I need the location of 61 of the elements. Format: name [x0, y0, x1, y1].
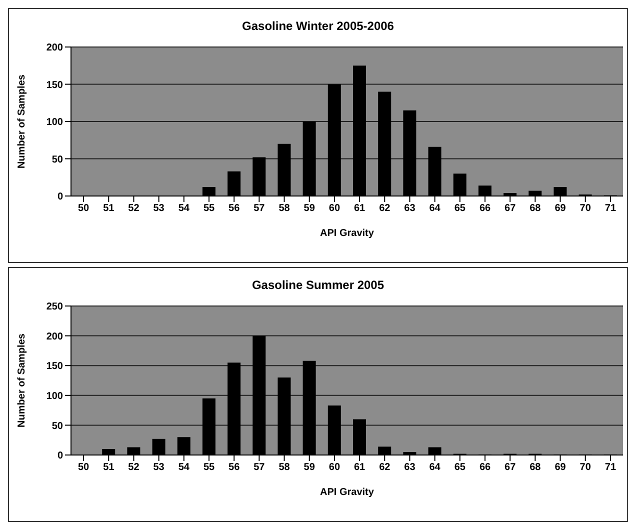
x-tick-label: 61 — [354, 462, 366, 474]
x-tick-label: 53 — [153, 462, 165, 474]
x-tick-label: 58 — [278, 203, 290, 214]
y-tick-label: 150 — [46, 361, 64, 372]
x-tick-label: 56 — [228, 203, 240, 214]
y-axis-title: Number of Samples — [16, 74, 28, 168]
x-tick-label: 55 — [203, 462, 215, 474]
y-tick-label: 100 — [46, 117, 64, 128]
x-tick-label: 63 — [404, 462, 416, 474]
y-tick-label: 250 — [46, 302, 64, 313]
x-tick-label: 71 — [604, 462, 616, 474]
x-tick-label: 67 — [504, 462, 516, 474]
x-tick-label: 57 — [254, 203, 266, 214]
x-tick-label: 64 — [429, 462, 441, 474]
x-tick-label: 62 — [379, 462, 391, 474]
x-tick-label: 69 — [554, 462, 566, 474]
x-tick-label: 58 — [278, 462, 290, 474]
x-tick-label: 66 — [479, 203, 491, 214]
x-tick-label: 56 — [228, 462, 240, 474]
x-tick-label: 57 — [254, 462, 266, 474]
y-tick-label: 50 — [52, 154, 64, 166]
x-tick-label: 51 — [103, 462, 115, 474]
x-axis-title: API Gravity — [320, 228, 374, 239]
y-tick-label: 50 — [52, 420, 64, 432]
x-tick-label: 52 — [128, 462, 140, 474]
x-tick-label: 68 — [530, 462, 542, 474]
x-tick-label: 70 — [580, 462, 592, 474]
x-tick-label: 60 — [328, 462, 340, 474]
x-tick-label: 68 — [530, 203, 542, 214]
y-tick-label: 0 — [57, 192, 64, 203]
x-tick-label: 52 — [128, 203, 140, 214]
chart-title: Gasoline Winter 2005-2006 — [241, 18, 395, 33]
x-tick-label: 60 — [328, 203, 340, 214]
x-tick-label: 71 — [604, 203, 616, 214]
y-tick-label: 100 — [46, 390, 64, 402]
x-tick-label: 53 — [153, 203, 165, 214]
x-tick-label: 69 — [554, 203, 566, 214]
chart-title: Gasoline Summer 2005 — [250, 277, 386, 292]
x-tick-label: 61 — [354, 203, 366, 214]
x-tick-label: 54 — [178, 203, 190, 214]
x-axis-title: API Gravity — [320, 487, 374, 498]
x-tick-label: 50 — [78, 203, 90, 214]
x-tick-label: 51 — [103, 203, 115, 214]
x-tick-label: 59 — [304, 203, 316, 214]
x-tick-label: 55 — [203, 203, 215, 214]
y-tick-label: 0 — [57, 450, 64, 462]
y-tick-label: 200 — [46, 42, 64, 54]
y-axis-title: Number of Samples — [16, 333, 28, 428]
y-tick-label: 200 — [46, 331, 64, 342]
x-tick-label: 63 — [404, 203, 416, 214]
x-tick-label: 66 — [479, 462, 491, 474]
x-tick-label: 64 — [429, 203, 441, 214]
x-tick-label: 54 — [178, 462, 190, 474]
x-tick-label: 70 — [580, 203, 592, 214]
y-tick-label: 150 — [46, 80, 64, 91]
x-tick-label: 67 — [504, 203, 516, 214]
x-tick-label: 65 — [454, 462, 466, 474]
x-tick-label: 59 — [304, 462, 316, 474]
x-tick-label: 62 — [379, 203, 391, 214]
x-tick-label: 65 — [454, 203, 466, 214]
x-tick-label: 50 — [78, 462, 90, 474]
